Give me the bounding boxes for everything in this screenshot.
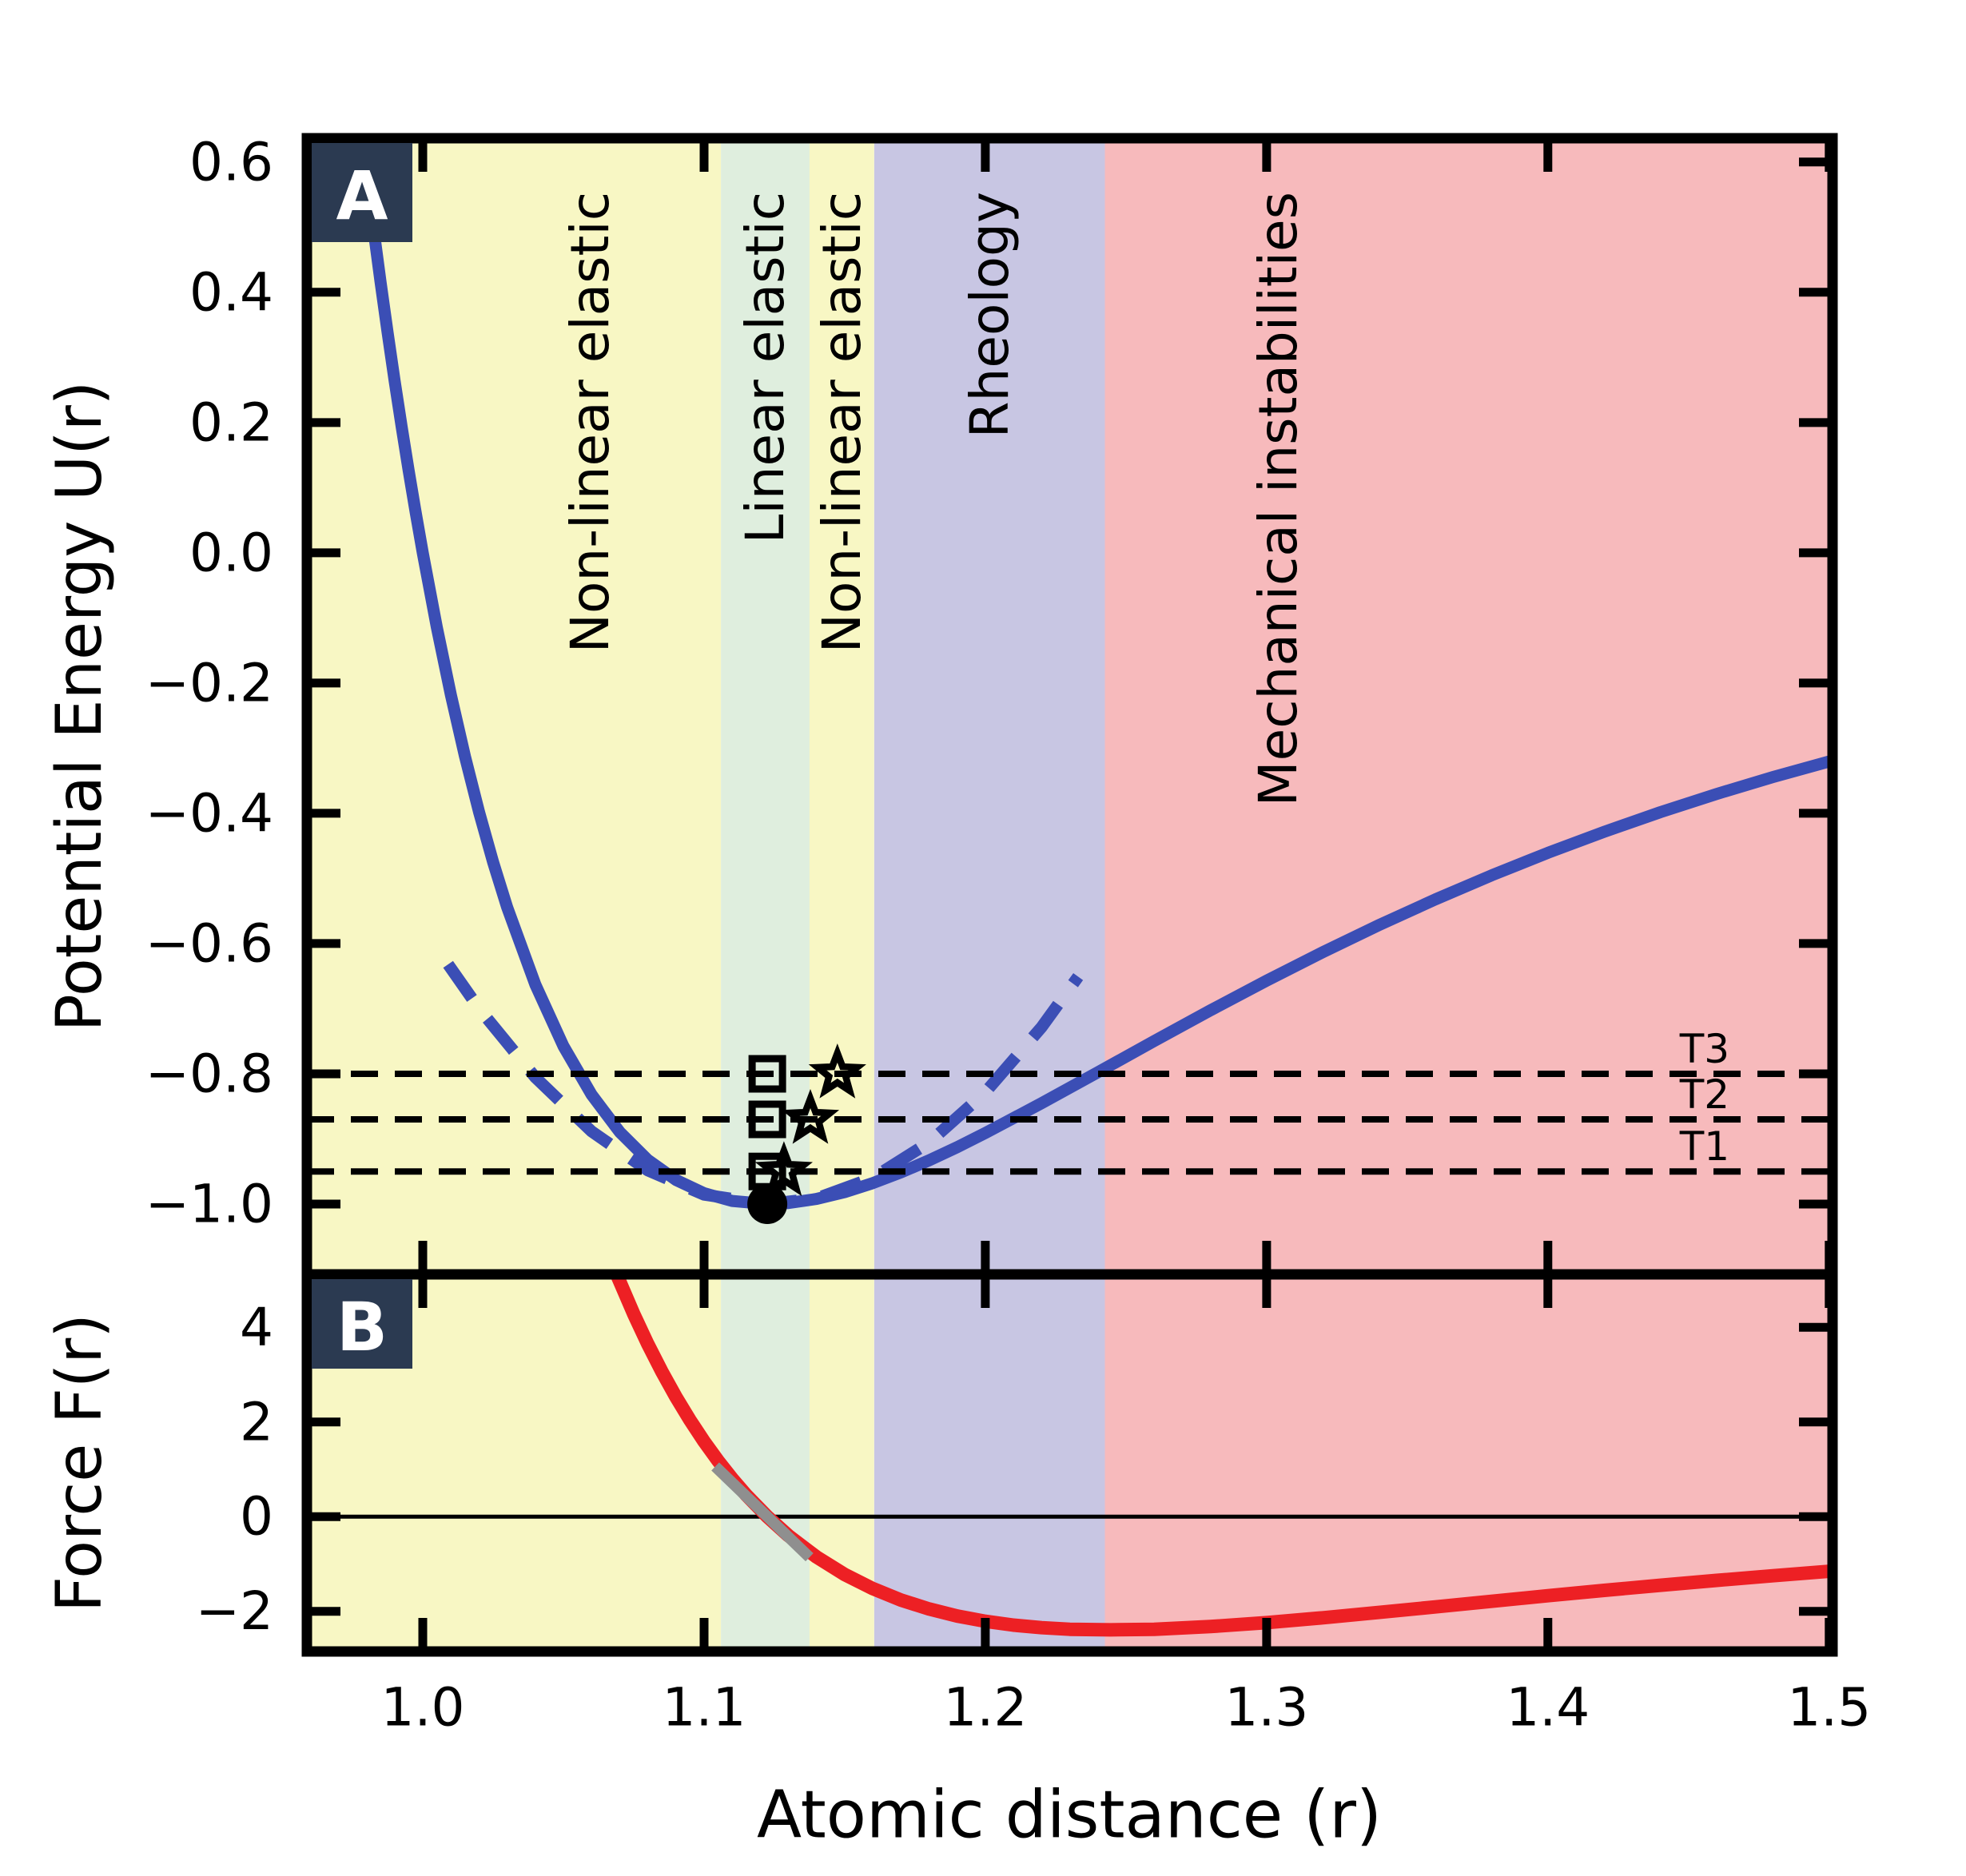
y-tick-label: 0.6 bbox=[189, 131, 273, 193]
region-label-non-linear-elastic-tension: Non-linear elastic bbox=[811, 192, 873, 653]
y-tick-label: 0.4 bbox=[189, 261, 273, 323]
y-axis-title-b: Force F(r) bbox=[44, 1314, 116, 1612]
y-tick-label: −0.2 bbox=[145, 652, 273, 713]
x-tick-label: 1.2 bbox=[943, 1677, 1027, 1739]
region-label-mechanical-instabilities: Mechanical instabilities bbox=[1248, 192, 1309, 806]
y-tick-label: −2 bbox=[196, 1580, 273, 1642]
region-band-non-linear-elastic-tension bbox=[809, 138, 874, 1651]
mean-position-markers bbox=[747, 1043, 866, 1224]
panel-badge-b: B bbox=[312, 1279, 412, 1369]
y-tick-label: 2 bbox=[240, 1391, 273, 1453]
panel-b-frame bbox=[301, 1269, 1838, 1657]
region-band-linear-elastic bbox=[721, 138, 810, 1651]
y-tick-label: −0.6 bbox=[145, 912, 273, 974]
temperature-label-t3: T3 bbox=[1679, 1026, 1729, 1072]
panel-badge-box bbox=[312, 143, 412, 242]
panel-badge-a: A bbox=[312, 143, 412, 242]
temperature-label-t2: T2 bbox=[1679, 1071, 1729, 1118]
lennard-jones-force-curve bbox=[609, 1274, 1833, 1637]
x-tick-label: 1.4 bbox=[1506, 1677, 1590, 1739]
region-band-rheology bbox=[874, 138, 1105, 1651]
x-axis-title: Atomic distance (r) bbox=[757, 1778, 1382, 1854]
x-tick-label: 1.1 bbox=[663, 1677, 746, 1739]
region-band-non-linear-elastic-compression bbox=[307, 138, 722, 1651]
region-label-rheology: Rheology bbox=[959, 192, 1021, 438]
anharmonic-mean-star-t3 bbox=[808, 1043, 866, 1099]
y-tick-label: −0.4 bbox=[145, 782, 273, 844]
y-axis-title-a: Potential Energy U(r) bbox=[44, 381, 116, 1031]
x-tick-label: 1.5 bbox=[1787, 1677, 1871, 1739]
y-tick-label: 0.2 bbox=[189, 391, 273, 453]
region-label-linear-elastic: Linear elastic bbox=[734, 192, 796, 543]
anharmonic-mean-star-t1 bbox=[754, 1141, 813, 1197]
y-tick-label: 0.0 bbox=[189, 522, 273, 583]
region-band-mechanical-instabilities bbox=[1104, 138, 1833, 1651]
region-label-non-linear-elastic-compression: Non-linear elastic bbox=[559, 192, 621, 653]
harmonic-mean-square-t2 bbox=[748, 1100, 786, 1139]
region-bands bbox=[307, 138, 1833, 1651]
x-tick-label: 1.3 bbox=[1224, 1677, 1308, 1739]
axes: 1.0 1.1 1.2 1.3 1.4 1.5 0.6 0.4 0.2 0.0 −0.2 −0.4 −0… bbox=[44, 131, 1871, 1853]
y-tick-label: −1.0 bbox=[145, 1174, 273, 1235]
panel-b-series bbox=[307, 1274, 1833, 1637]
panel-badge-letter: A bbox=[336, 157, 388, 235]
panel-badge-letter: B bbox=[336, 1288, 388, 1366]
x-tick-label: 1.0 bbox=[381, 1677, 465, 1739]
temperature-label-t1: T1 bbox=[1679, 1123, 1729, 1170]
equilibrium-point-marker bbox=[747, 1184, 788, 1224]
region-labels: Non-linear elastic Linear elastic Non-line… bbox=[559, 192, 1309, 806]
harmonic-mean-square-t3 bbox=[748, 1055, 786, 1093]
y-tick-label: 4 bbox=[240, 1297, 273, 1358]
linear-force-approximation-curve bbox=[711, 1462, 814, 1562]
anharmonic-mean-star-t2 bbox=[781, 1089, 840, 1144]
y-tick-label: 0 bbox=[240, 1486, 273, 1548]
y-tick-label: −0.8 bbox=[145, 1043, 273, 1105]
panel-badge-box bbox=[312, 1279, 412, 1369]
